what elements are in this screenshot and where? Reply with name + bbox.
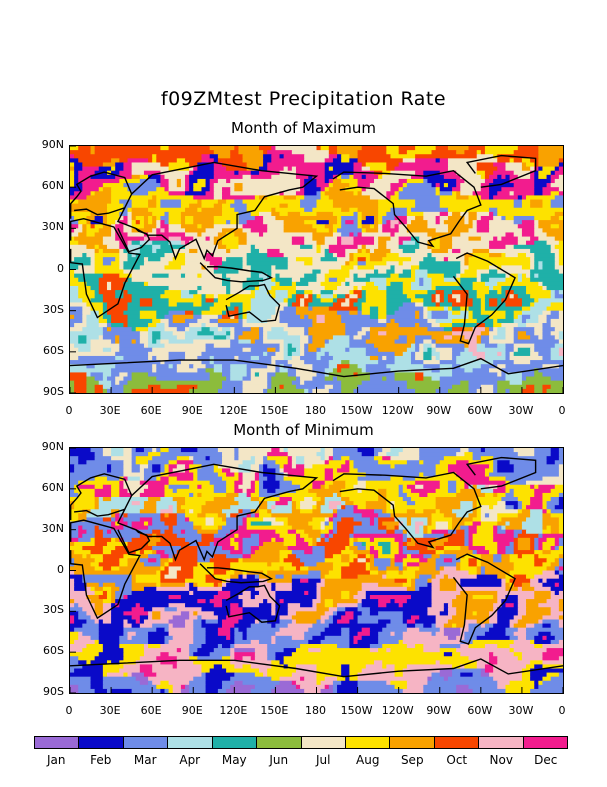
lon-label: 30W [508, 404, 534, 417]
lon-label: 180 [305, 404, 326, 417]
legend-label-mar: Mar [133, 753, 157, 767]
max-europe-outline [70, 171, 133, 219]
lon-label: 0 [558, 704, 566, 717]
lon-label: 150E [260, 404, 289, 417]
legend-label-jul: Jul [316, 753, 331, 767]
legend-label-aug: Aug [356, 753, 380, 767]
legend-swatch-jun [257, 737, 302, 748]
lon-label: 0 [558, 404, 566, 417]
lat-label: 90S [43, 685, 64, 698]
lon-label: 60E [140, 404, 162, 417]
lat-label: 60N [41, 179, 64, 193]
lon-label: 120W [381, 404, 414, 417]
lon-label: 30E [99, 704, 121, 717]
lon-label: 120E [219, 704, 248, 717]
lon-label: 60W [467, 704, 493, 717]
figure-title: f09ZMtest Precipitation Rate [160, 88, 447, 110]
legend-swatch-nov [479, 737, 524, 748]
legend-swatch-oct [434, 737, 480, 748]
legend-swatch-apr [168, 737, 213, 748]
min-africa-outline [70, 519, 141, 620]
max-antarctica-outline [70, 357, 563, 378]
legend-label-dec: Dec [534, 753, 558, 767]
min-north-america-outline [332, 471, 482, 549]
max-africa-outline [70, 218, 141, 319]
lat-label: 0 [57, 261, 64, 275]
panel-min-subtitle: Month of Minimum [233, 421, 374, 439]
lon-label: 0 [65, 404, 73, 417]
legend-swatch-sep [390, 737, 435, 748]
min-month-map-svg [70, 448, 563, 693]
max-month-map [69, 145, 564, 394]
max-asia-outline [116, 161, 319, 261]
max-north-america-outline [332, 169, 482, 248]
lon-label: 120W [381, 704, 414, 717]
legend-swatch-jul [301, 737, 346, 748]
lon-label: 150E [260, 704, 289, 717]
min-south-america-outline [452, 553, 516, 645]
lat-label: 90S [43, 385, 64, 398]
lat-label: 90N [41, 138, 64, 151]
min-indonesia-outline [199, 563, 274, 584]
legend-swatch-may [212, 737, 258, 748]
lon-label: 90E [181, 704, 203, 717]
lat-label: 30N [41, 220, 64, 234]
legend-label-sep: Sep [400, 753, 424, 767]
max-month-map-svg [70, 146, 563, 393]
lon-label: 120E [219, 404, 248, 417]
lon-label: 30W [508, 704, 534, 717]
lon-label: 90W [426, 404, 452, 417]
lat-label: 60N [41, 480, 64, 494]
lat-label: 60S [43, 644, 64, 658]
min-australia-outline [225, 584, 281, 623]
legend-label-oct: Oct [446, 753, 468, 767]
lat-label: 30S [43, 302, 64, 316]
panel-max-subtitle: Month of Maximum [231, 119, 376, 137]
legend-label-may: May [221, 753, 247, 767]
legend-swatch-feb [79, 737, 124, 748]
lon-label: 90E [181, 404, 203, 417]
legend-swatch-aug [345, 737, 391, 748]
lat-label: 30S [43, 603, 64, 617]
min-asia-outline [116, 463, 319, 562]
max-indonesia-outline [199, 262, 274, 283]
max-greenland-outline [465, 154, 537, 188]
min-month-map [69, 447, 564, 694]
legend-label-jan: Jan [47, 753, 66, 767]
legend-label-apr: Apr [179, 753, 201, 767]
legend-swatch-mar [123, 737, 169, 748]
max-australia-outline [225, 283, 281, 323]
min-greenland-outline [465, 456, 537, 490]
lat-label: 0 [57, 562, 64, 576]
lat-label: 60S [43, 343, 64, 357]
max-arabia-outline [117, 227, 151, 253]
min-europe-outline [70, 473, 133, 521]
lon-label: 60E [140, 704, 162, 717]
lon-label: 150W [340, 704, 373, 717]
legend-label-jun: Jun [269, 753, 289, 767]
lat-label: 30N [41, 521, 64, 535]
max-south-america-outline [452, 252, 516, 345]
lon-label: 90W [426, 704, 452, 717]
lat-label: 90N [41, 440, 64, 453]
lon-label: 30E [99, 404, 121, 417]
min-arabia-outline [117, 529, 151, 554]
min-antarctica-outline [70, 658, 563, 678]
legend-swatch-dec [523, 737, 568, 748]
lon-label: 60W [467, 404, 493, 417]
month-colorbar-labels: Jan Feb Mar Apr May Jun Jul Aug Sep Oct Nov Dec [34, 753, 568, 767]
legend-label-nov: Nov [489, 753, 513, 767]
month-colorbar [34, 736, 568, 749]
legend-swatch-jan [35, 737, 80, 748]
legend-label-feb: Feb [90, 753, 112, 767]
lon-label: 0 [65, 704, 73, 717]
lon-label: 150W [340, 404, 373, 417]
min-cells [70, 448, 563, 693]
lon-label: 180 [305, 704, 326, 717]
